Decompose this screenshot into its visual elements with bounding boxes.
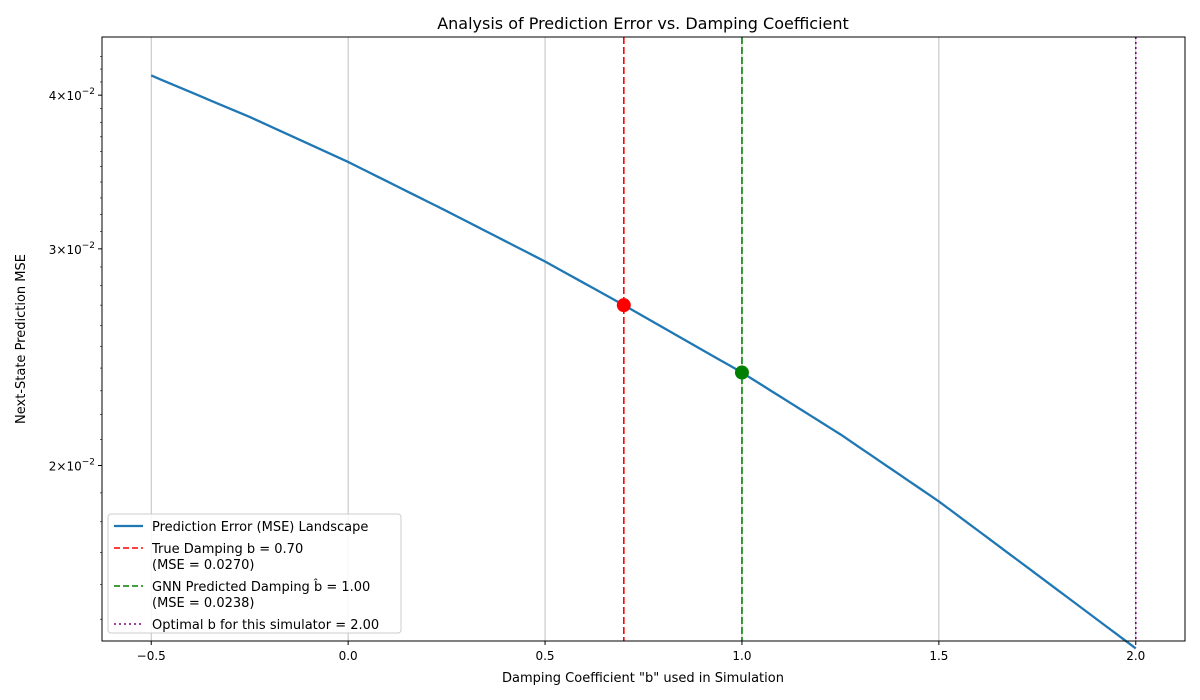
y-tick-exponent: −2 — [82, 87, 95, 97]
legend-label: GNN Predicted Damping b̂ = 1.00 — [152, 580, 370, 595]
y-tick-exponent: −2 — [82, 457, 95, 467]
y-tick-times: ×10 — [56, 89, 81, 103]
x-tick-label: 1.0 — [732, 649, 751, 663]
x-tick-label: 1.5 — [929, 649, 948, 663]
y-tick-exponent: −2 — [82, 241, 95, 251]
y-tick-label: 2×10−2 — [49, 457, 95, 473]
y-tick-mantissa: 2 — [49, 459, 57, 473]
legend: Prediction Error (MSE) Landscape True Dam… — [107, 513, 402, 634]
y-tick-times: ×10 — [56, 243, 81, 257]
y-tick-label: 3×10−2 — [49, 241, 95, 257]
gnn-predicted-marker — [734, 365, 749, 380]
x-axis-title: Damping Coefficient "b" used in Simulati… — [502, 671, 784, 686]
legend-label: (MSE = 0.0270) — [152, 558, 254, 573]
x-tick-label: −0.5 — [137, 649, 166, 663]
legend-label: Prediction Error (MSE) Landscape — [152, 520, 368, 535]
legend-label: True Damping b = 0.70 — [151, 542, 303, 557]
plot-area: −0.5 0.0 0.5 1.0 1.5 2.02×10−23×10−24×10−2 — [49, 36, 1186, 663]
y-tick-mantissa: 4 — [49, 89, 57, 103]
axes-frame — [101, 36, 1186, 642]
x-tick-label: 0.5 — [535, 649, 554, 663]
y-tick-label: 4×10−2 — [49, 87, 95, 103]
y-tick-mantissa: 3 — [49, 243, 57, 257]
legend-label: Optimal b for this simulator = 2.00 — [152, 618, 379, 633]
chart-title: Analysis of Prediction Error vs. Damping… — [437, 14, 849, 33]
legend-label: (MSE = 0.0238) — [152, 596, 254, 611]
y-tick-times: ×10 — [56, 459, 81, 473]
y-axis-title: Next-State Prediction MSE — [14, 254, 29, 424]
x-tick-label: 0.0 — [339, 649, 358, 663]
x-tick-label: 2.0 — [1126, 649, 1145, 663]
legend-box — [107, 513, 402, 634]
true-damping-marker — [616, 298, 631, 313]
